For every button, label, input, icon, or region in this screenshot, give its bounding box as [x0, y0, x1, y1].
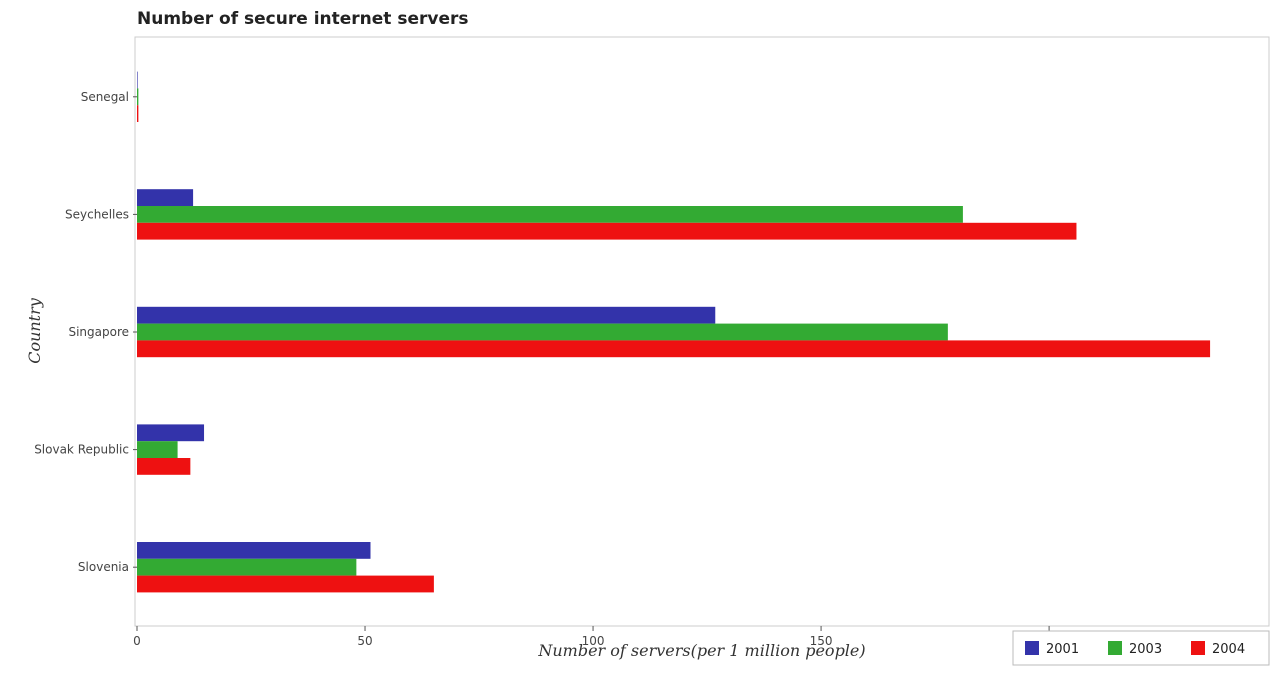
y-axis-label: Country	[25, 297, 44, 364]
x-tick-label: 150	[810, 634, 833, 648]
bar-slovak-republic-2003	[137, 441, 178, 458]
y-tick-label: Senegal	[81, 90, 129, 104]
y-tick-label: Slovenia	[78, 560, 129, 574]
x-tick-label: 50	[357, 634, 372, 648]
legend-label-2001: 2001	[1046, 642, 1079, 657]
bars-layer	[137, 71, 1211, 593]
legend-label-2004: 2004	[1212, 642, 1245, 657]
bar-seychelles-2001	[137, 189, 194, 206]
bar-senegal-2003	[137, 88, 139, 106]
legend-swatch-2001	[1025, 641, 1039, 655]
legend-label-2003: 2003	[1129, 642, 1162, 657]
y-tick-label: Seychelles	[65, 207, 129, 221]
bar-seychelles-2004	[137, 222, 1077, 240]
bar-slovenia-2004	[137, 575, 434, 593]
bar-slovak-republic-2001	[137, 424, 205, 442]
chart-title: Number of secure internet servers	[137, 9, 469, 29]
x-tick-label: 100	[582, 634, 605, 648]
legend-swatch-2004	[1191, 641, 1205, 655]
y-tick-label: Singapore	[68, 325, 129, 339]
bar-slovenia-2001	[137, 542, 371, 559]
bar-senegal-2004	[137, 105, 139, 122]
bar-singapore-2003	[137, 323, 948, 341]
legend-swatch-2003	[1108, 641, 1122, 655]
x-axis-label: Number of servers(per 1 million people)	[537, 641, 865, 660]
bar-seychelles-2003	[137, 206, 963, 223]
bar-slovak-republic-2004	[137, 458, 191, 475]
bar-singapore-2004	[137, 340, 1211, 358]
legend: 2001 2003 2004	[1012, 630, 1270, 666]
y-axis: Senegal Seychelles Singapore Slovak Republi…	[34, 90, 137, 574]
x-tick-label: 0	[133, 634, 141, 648]
y-tick-label: Slovak Republic	[34, 443, 129, 457]
legend-frame	[1012, 630, 1270, 666]
bar-singapore-2001	[137, 306, 716, 324]
bar-slovenia-2003	[137, 558, 357, 576]
bar-senegal-2001	[137, 71, 138, 89]
